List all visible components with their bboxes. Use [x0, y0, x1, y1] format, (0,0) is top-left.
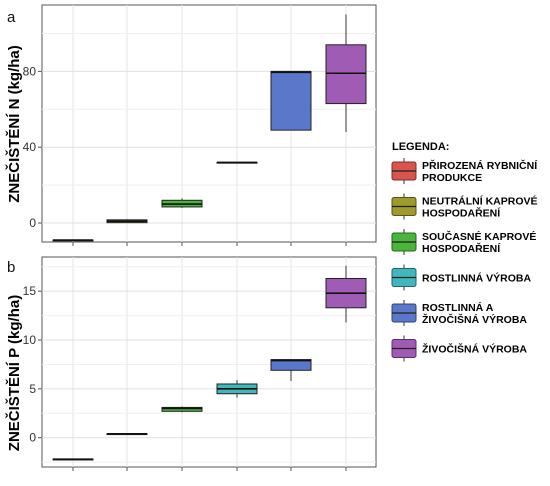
panel-b-y-tick-label: 10 — [23, 333, 37, 347]
legend-item-label: PRODUKCE — [422, 172, 482, 184]
box-a-6 — [325, 14, 367, 133]
panel-a-x-ticks — [72, 242, 347, 246]
panel-b-gridlines — [42, 257, 376, 467]
box-a-4 — [216, 161, 258, 164]
panel-b-y-tick-label: 5 — [29, 382, 36, 396]
panel-b-plot: 0 5 10 15 b ZNEČIŠTĚNÍ P (kg/ha) — [5, 256, 377, 471]
panel-b-y-tick-label: 15 — [23, 284, 37, 298]
legend-item-label: NEUTRÁLNÍ KAPROVÉ — [422, 195, 538, 208]
legend-title: LEGENDA: — [392, 141, 449, 153]
panel-a-y-tick-label: 80 — [23, 64, 37, 78]
panel-b-y-ticks: 0 5 10 15 — [23, 284, 42, 445]
box-b-2 — [106, 432, 148, 436]
panel-a-letter: a — [7, 9, 16, 26]
panel-b-y-axis-label: ZNEČIŠTĚNÍ P (kg/ha) — [5, 295, 23, 451]
panel-b-letter: b — [7, 259, 15, 276]
box-b-1 — [52, 458, 94, 461]
panel-a-y-ticks: 0 40 80 — [23, 64, 42, 230]
legend-item-6: ŽIVOČIŠNÁ VÝROBA — [391, 335, 527, 362]
box-body — [161, 406, 203, 412]
panel-b-y-tick-label: 0 — [29, 431, 36, 445]
box-a-3 — [161, 198, 203, 208]
panel-a-y-axis-label: ZNEČIŠTĚNÍ N (kg/ha) — [5, 45, 23, 203]
box-a-5 — [270, 70, 312, 131]
legend-item-label: ŽIVOČIŠNÁ VÝROBA — [422, 343, 527, 356]
panel-a-y-tick-label: 40 — [23, 140, 37, 154]
box-body — [325, 44, 367, 105]
legend-item-label: ŽIVOČIŠNÁ VÝROBA — [422, 313, 527, 326]
box-a-1 — [52, 239, 94, 242]
legend-item-4: ROSTLINNÁ VÝROBA — [391, 264, 532, 291]
box-body — [270, 359, 312, 371]
legend-item-label: ROSTLINNÁ VÝROBA — [422, 272, 532, 285]
panel-b-x-ticks — [72, 467, 347, 471]
box-b-5 — [270, 359, 312, 382]
box-b-3 — [161, 406, 203, 413]
panel-b-boxes — [52, 265, 367, 461]
panel-a-y-tick-label: 0 — [29, 216, 36, 230]
box-a-2 — [106, 219, 148, 224]
legend-item-label: HOSPODAŘENÍ — [422, 207, 501, 220]
panel-a-boxes — [52, 14, 367, 242]
legend-item-label: ROSTLINNÁ A — [422, 301, 494, 314]
legend-item-label: HOSPODAŘENÍ — [422, 242, 501, 255]
legend-item-label: SOUČASNÉ KAPROVÉ — [422, 230, 536, 243]
legend-item-label: PŘIROZENÁ RYBNIČNÍ — [422, 159, 538, 172]
panel-a-plot-area — [41, 4, 377, 243]
box-b-6 — [325, 265, 367, 323]
box-b-4 — [216, 380, 258, 398]
panel-a-plot: 0 40 80 a ZNEČIŠTĚNÍ N (kg/ha) — [5, 4, 377, 246]
panel-b-plot-area — [41, 256, 377, 468]
box-body — [270, 70, 312, 131]
